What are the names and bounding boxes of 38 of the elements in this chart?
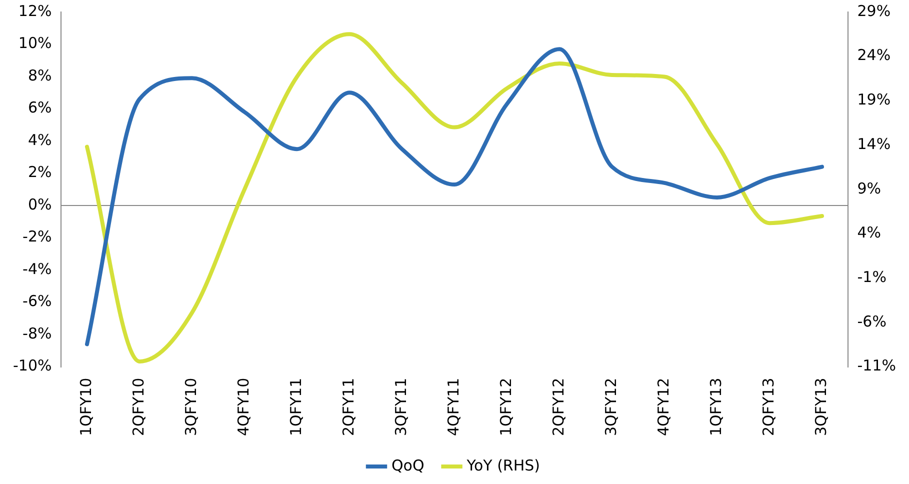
y2-tick-label: 24% bbox=[857, 46, 891, 64]
y2-tick-label: -11% bbox=[857, 356, 896, 375]
x-tick-label: 1QFY11 bbox=[286, 378, 305, 436]
x-tick-label: 3QFY11 bbox=[392, 378, 410, 436]
y-tick-label: 10% bbox=[18, 34, 52, 52]
x-tick-label: 1QFY10 bbox=[76, 378, 95, 436]
y2-tick-label: -6% bbox=[857, 312, 886, 330]
y-tick-label: 12% bbox=[18, 2, 52, 20]
x-tick-label: 2QFY11 bbox=[339, 378, 358, 436]
y-tick-label: -6% bbox=[22, 292, 52, 310]
x-tick-label: 2QFY10 bbox=[129, 378, 148, 436]
x-tick-label: 2QFY12 bbox=[549, 378, 568, 436]
y2-tick-label: -1% bbox=[857, 268, 886, 286]
x-tick-label: 1QFY13 bbox=[706, 378, 725, 436]
x-tick-label: 3QFY10 bbox=[182, 378, 200, 436]
y-tick-label: -10% bbox=[12, 356, 52, 375]
x-tick-label: 1QFY12 bbox=[496, 378, 515, 436]
y2-tick-label: 4% bbox=[857, 224, 882, 242]
y-tick-label: -8% bbox=[22, 324, 52, 342]
y-tick-label: 8% bbox=[28, 66, 52, 84]
x-tick-label: 3QFY12 bbox=[602, 378, 620, 436]
x-tick-label: 4QFY10 bbox=[234, 378, 252, 436]
legend-label: YoY (RHS) bbox=[466, 456, 540, 474]
y-tick-label: 6% bbox=[28, 98, 52, 117]
y-tick-label: 2% bbox=[28, 163, 52, 182]
x-tick-label: 4QFY12 bbox=[654, 378, 672, 436]
y2-tick-label: 9% bbox=[857, 179, 882, 198]
legend-label: QoQ bbox=[392, 456, 424, 474]
y2-tick-label: 14% bbox=[857, 134, 891, 153]
y-tick-label: -2% bbox=[22, 228, 52, 246]
x-tick-label: 4QFY11 bbox=[444, 378, 462, 436]
y2-tick-label: 29% bbox=[857, 2, 891, 20]
y-tick-label: 0% bbox=[28, 195, 52, 214]
y-tick-label: 4% bbox=[28, 130, 52, 149]
y2-tick-label: 19% bbox=[857, 90, 891, 109]
x-tick-label: 3QFY13 bbox=[812, 378, 830, 436]
x-tick-label: 2QFY13 bbox=[759, 378, 778, 436]
y-tick-label: -4% bbox=[22, 260, 52, 278]
